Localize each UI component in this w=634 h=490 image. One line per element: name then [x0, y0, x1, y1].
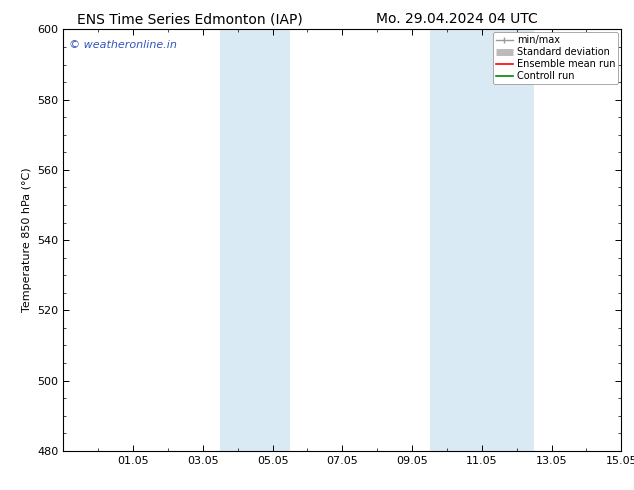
Y-axis label: Temperature 850 hPa (°C): Temperature 850 hPa (°C) — [22, 168, 32, 313]
Text: ENS Time Series Edmonton (IAP): ENS Time Series Edmonton (IAP) — [77, 12, 303, 26]
Text: Mo. 29.04.2024 04 UTC: Mo. 29.04.2024 04 UTC — [375, 12, 538, 26]
Bar — [221, 29, 290, 451]
Text: © weatheronline.in: © weatheronline.in — [69, 40, 177, 50]
Legend: min/max, Standard deviation, Ensemble mean run, Controll run: min/max, Standard deviation, Ensemble me… — [493, 32, 618, 84]
Bar — [429, 29, 534, 451]
